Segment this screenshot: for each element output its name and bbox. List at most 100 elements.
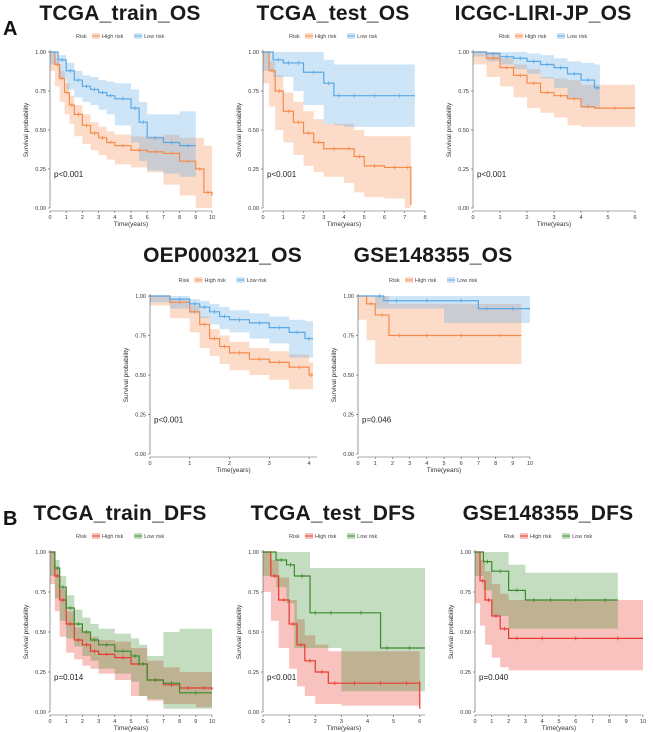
y-tick-label: 1.00 <box>248 50 259 56</box>
p-value: p=0.040 <box>479 673 509 682</box>
y-tick-label: 0.75 <box>343 334 354 340</box>
y-tick-label: 0.00 <box>135 452 146 458</box>
y-tick-label: 0.00 <box>35 710 46 716</box>
y-tick-label: 1.00 <box>460 550 471 556</box>
y-tick-label: 1.00 <box>135 294 146 300</box>
survival-curve <box>475 551 618 601</box>
legend-title: Risk <box>389 278 400 284</box>
legend: Risk High risk Low risk <box>179 277 267 284</box>
legend-title: Risk <box>289 34 300 40</box>
plot-title: GSE148355_DFS <box>462 502 634 525</box>
y-axis-label: Survival probability <box>448 604 455 659</box>
x-tick-label: 2 <box>391 461 394 467</box>
confidence-band <box>358 296 530 323</box>
x-tick-label: 5 <box>557 719 560 725</box>
km-chart-svg: Risk High risk Low risk 0.00 0.25 0.50 0.75 1.0… <box>331 277 533 474</box>
x-tick-label: 0 <box>261 719 264 725</box>
legend-entry: Low risk <box>572 534 592 540</box>
y-tick-label: 0.00 <box>458 206 469 212</box>
survival-curve <box>358 295 522 337</box>
legend-entry: Low risk <box>457 278 477 284</box>
y-axis-label: Survival probability <box>236 604 243 659</box>
x-tick-label: 8 <box>178 719 181 725</box>
x-tick-label: 0 <box>48 215 51 221</box>
y-tick-label: 0.25 <box>458 167 469 173</box>
confidence-band <box>263 552 425 692</box>
plot-title: TCGA_train_OS <box>39 2 201 25</box>
plot-title: OEP000321_OS <box>143 244 302 267</box>
x-tick-label: 5 <box>606 215 609 221</box>
y-tick-label: 0.25 <box>248 167 259 173</box>
legend-title: Risk <box>76 534 87 540</box>
x-tick-label: 0 <box>261 215 264 221</box>
legend-entry: High risk <box>530 534 552 540</box>
x-tick-label: 0 <box>356 461 359 467</box>
x-tick-label: 3 <box>97 719 100 725</box>
confidence-band <box>475 552 618 629</box>
panel-label-b: B <box>3 508 18 530</box>
y-tick-label: 0.75 <box>460 590 471 596</box>
y-tick-label: 0.50 <box>35 128 46 134</box>
legend-title: Risk <box>76 34 87 40</box>
x-tick-label: 9 <box>511 461 514 467</box>
y-tick-label: 0.25 <box>135 413 146 419</box>
x-tick-label: 3 <box>340 719 343 725</box>
km-chart-svg: Risk High risk Low risk 0.00 0.25 0.50 0.75 1.0… <box>448 533 646 732</box>
x-tick-label: 3 <box>408 461 411 467</box>
y-tick-label: 0.50 <box>248 630 259 636</box>
legend: Risk High risk Low risk <box>76 33 165 40</box>
y-tick-label: 1.00 <box>35 50 46 56</box>
x-tick-label: 1 <box>498 215 501 221</box>
x-tick-label: 6 <box>383 215 386 221</box>
y-tick-label: 0.50 <box>460 630 471 636</box>
legend-entry: High risk <box>102 534 124 540</box>
panel-label-a: A <box>3 18 18 40</box>
y-tick-label: 0.50 <box>135 373 146 379</box>
legend: Risk High risk Low risk <box>389 277 478 284</box>
y-tick-label: 0.25 <box>460 670 471 676</box>
x-tick-label: 0 <box>473 719 476 725</box>
survival-curve <box>473 51 635 109</box>
p-value: p<0.001 <box>54 170 84 179</box>
x-tick-label: 4 <box>425 461 428 467</box>
km-chart-svg: Risk High risk Low risk 0.00 0.25 0.50 0.75 1.0… <box>23 33 215 228</box>
legend-title: Risk <box>289 534 300 540</box>
p-value: p<0.001 <box>477 170 507 179</box>
x-tick-label: 1 <box>65 719 68 725</box>
x-tick-label: 10 <box>640 719 646 725</box>
x-tick-label: 8 <box>608 719 611 725</box>
y-tick-label: 0.00 <box>35 206 46 212</box>
x-tick-label: 8 <box>494 461 497 467</box>
survival-curve <box>50 51 213 196</box>
x-tick-label: 6 <box>146 719 149 725</box>
legend-entry: High risk <box>525 34 547 40</box>
y-axis-label: Survival probability <box>23 102 30 157</box>
confidence-band <box>263 552 420 712</box>
y-tick-label: 0.75 <box>135 334 146 340</box>
x-axis-label: Time(years) <box>427 467 461 474</box>
x-tick-label: 2 <box>314 719 317 725</box>
x-tick-label: 1 <box>288 719 291 725</box>
survival-curve <box>475 551 643 639</box>
x-tick-label: 6 <box>418 719 421 725</box>
y-tick-label: 0.00 <box>460 710 471 716</box>
legend-entry: High risk <box>415 278 437 284</box>
x-tick-label: 8 <box>178 215 181 221</box>
plot-title: TCGA_train_DFS <box>33 502 207 525</box>
survival-curve <box>263 551 425 649</box>
plot-title: TCGA_test_DFS <box>250 502 416 525</box>
p-value: p<0.001 <box>267 170 297 179</box>
x-tick-label: 7 <box>162 719 165 725</box>
y-tick-label: 0.00 <box>248 206 259 212</box>
confidence-band <box>263 52 415 127</box>
y-axis-label: Survival probability <box>446 102 453 157</box>
plot-title: TCGA_test_OS <box>256 2 410 25</box>
x-tick-label: 4 <box>579 215 582 221</box>
x-axis-label: Time(years) <box>114 725 148 732</box>
confidence-band <box>263 52 411 208</box>
x-tick-label: 6 <box>574 719 577 725</box>
confidence-band <box>50 52 212 208</box>
x-tick-label: 2 <box>302 215 305 221</box>
x-tick-label: 4 <box>308 461 311 467</box>
x-tick-label: 3 <box>552 215 555 221</box>
